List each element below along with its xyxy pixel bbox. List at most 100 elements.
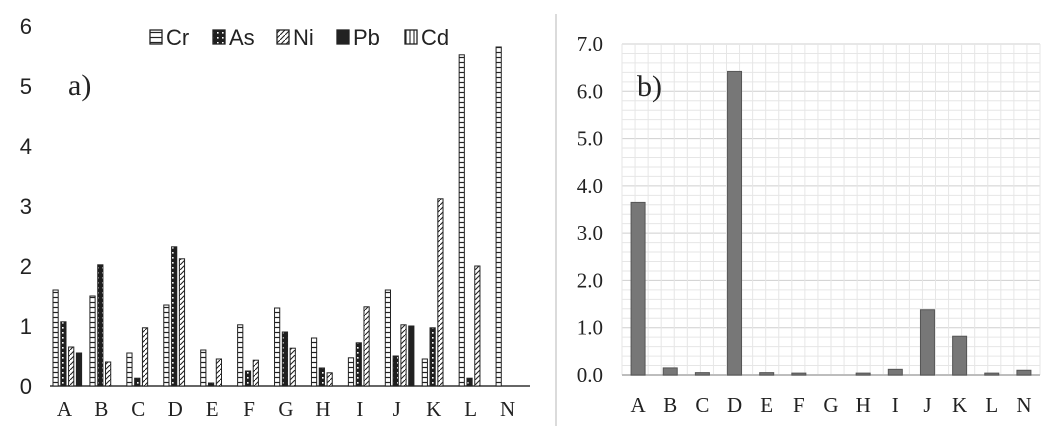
legend-label-as: As [229, 25, 255, 50]
legend-label-ni: Ni [293, 25, 314, 50]
bar-cr-l [458, 54, 465, 387]
bar-ni-b [105, 361, 112, 387]
bar-ni-k [437, 198, 444, 387]
bar-l [984, 372, 1000, 376]
x-tick-label: F [243, 397, 255, 421]
x-tick-label: D [727, 393, 742, 417]
chart-a-panel-label: a) [68, 69, 91, 102]
x-tick-label: N [500, 397, 515, 421]
y-tick-label: 0.0 [577, 363, 603, 387]
bar-cr-n [495, 46, 502, 387]
x-tick-label: K [952, 393, 967, 417]
bar-ni-i [363, 306, 370, 387]
bar-c [694, 372, 710, 376]
x-tick-label: E [206, 397, 219, 421]
bar-ni-l [474, 265, 481, 387]
chart-a-ticks: 0 1 2 3 4 5 6 A B C D E F G H I J K L N [20, 14, 515, 421]
bar-cr-b [89, 295, 96, 387]
y-tick-label: 2 [20, 254, 32, 279]
x-tick-label: E [760, 393, 773, 417]
y-tick-label: 0 [20, 374, 32, 399]
x-tick-label: H [315, 397, 330, 421]
chart-b-bars [630, 70, 1032, 376]
x-tick-label: A [57, 397, 73, 421]
y-tick-label: 1 [20, 314, 32, 339]
bar-cr-g [274, 307, 281, 387]
bar-ni-j [400, 324, 407, 387]
chart-b: 0.0 1.0 2.0 3.0 4.0 5.0 6.0 7.0 A B C D E F G H I J K L N b) [577, 32, 1041, 417]
bar-cr-e [200, 349, 207, 387]
x-tick-label: H [856, 393, 871, 417]
bar-pb-j [408, 325, 415, 387]
bar-i [887, 368, 903, 376]
bar-cr-h [310, 337, 318, 387]
x-tick-label: L [985, 393, 998, 417]
legend-label-pb: Pb [353, 25, 380, 50]
legend-swatch-cr [149, 29, 163, 45]
bar-as-d [171, 246, 178, 387]
y-tick-label: 3 [20, 194, 32, 219]
y-tick-label: 7.0 [577, 32, 603, 56]
chart-a-bars [52, 46, 502, 387]
x-tick-label: F [793, 393, 805, 417]
x-tick-label: I [356, 397, 363, 421]
legend-label-cd: Cd [421, 25, 449, 50]
bar-cr-j [384, 289, 392, 387]
x-tick-label: C [131, 397, 145, 421]
x-tick-label: N [1016, 393, 1031, 417]
y-tick-label: 6.0 [577, 79, 603, 103]
bar-as-k [429, 327, 436, 387]
bar-cr-d [163, 304, 170, 387]
chart-a: 0 1 2 3 4 5 6 A B C D E F G H I J K L N a) Cr As Ni Pb Cd [20, 14, 530, 421]
bar-ni-h [326, 372, 333, 387]
chart-b-panel-label: b) [637, 70, 662, 103]
bar-as-e [207, 382, 215, 387]
bar-b [662, 367, 678, 376]
y-tick-label: 1.0 [577, 316, 603, 340]
y-tick-label: 2.0 [577, 268, 603, 292]
y-tick-label: 5 [20, 74, 32, 99]
bar-ni-d [178, 258, 186, 387]
bar-ni-a [68, 346, 75, 387]
bar-as-b [97, 264, 104, 387]
bar-d [727, 70, 743, 376]
chart-b-grid [621, 43, 1041, 376]
x-tick-label: D [168, 397, 183, 421]
x-tick-label: K [426, 397, 441, 421]
y-tick-label: 6 [20, 14, 32, 39]
legend-swatch-pb [336, 29, 350, 45]
y-tick-label: 5.0 [577, 127, 603, 151]
legend-swatch-cd [404, 29, 418, 45]
y-tick-label: 4 [20, 134, 32, 159]
x-tick-label: J [923, 393, 931, 417]
y-tick-label: 3.0 [577, 221, 603, 245]
legend-swatch-ni [276, 29, 290, 45]
x-tick-label: B [663, 393, 677, 417]
bar-a [630, 201, 646, 376]
bar-as-h [318, 367, 325, 387]
bar-as-g [281, 331, 289, 387]
bar-ni-e [215, 358, 222, 387]
bar-ni-f [252, 359, 259, 387]
legend-label-cr: Cr [166, 25, 189, 50]
x-tick-label: J [393, 397, 401, 421]
chart-b-ticks: 0.0 1.0 2.0 3.0 4.0 5.0 6.0 7.0 A B C D E F G H I J K L N [577, 32, 1032, 417]
bar-cr-a [52, 289, 59, 387]
bar-cr-f [237, 324, 244, 387]
x-tick-label: A [630, 393, 646, 417]
x-tick-label: C [695, 393, 709, 417]
y-tick-label: 4.0 [577, 174, 603, 198]
bar-ni-c [141, 327, 149, 387]
x-tick-label: G [278, 397, 293, 421]
legend-swatch-as [212, 29, 226, 45]
bar-as-f [244, 370, 252, 387]
bar-f [791, 372, 807, 376]
x-tick-label: L [464, 397, 477, 421]
bar-as-c [134, 377, 141, 387]
bar-cr-k [421, 358, 428, 387]
bar-h [855, 372, 871, 376]
bar-as-j [392, 355, 399, 387]
bar-pb-a [75, 352, 83, 387]
bar-as-l [466, 377, 473, 387]
